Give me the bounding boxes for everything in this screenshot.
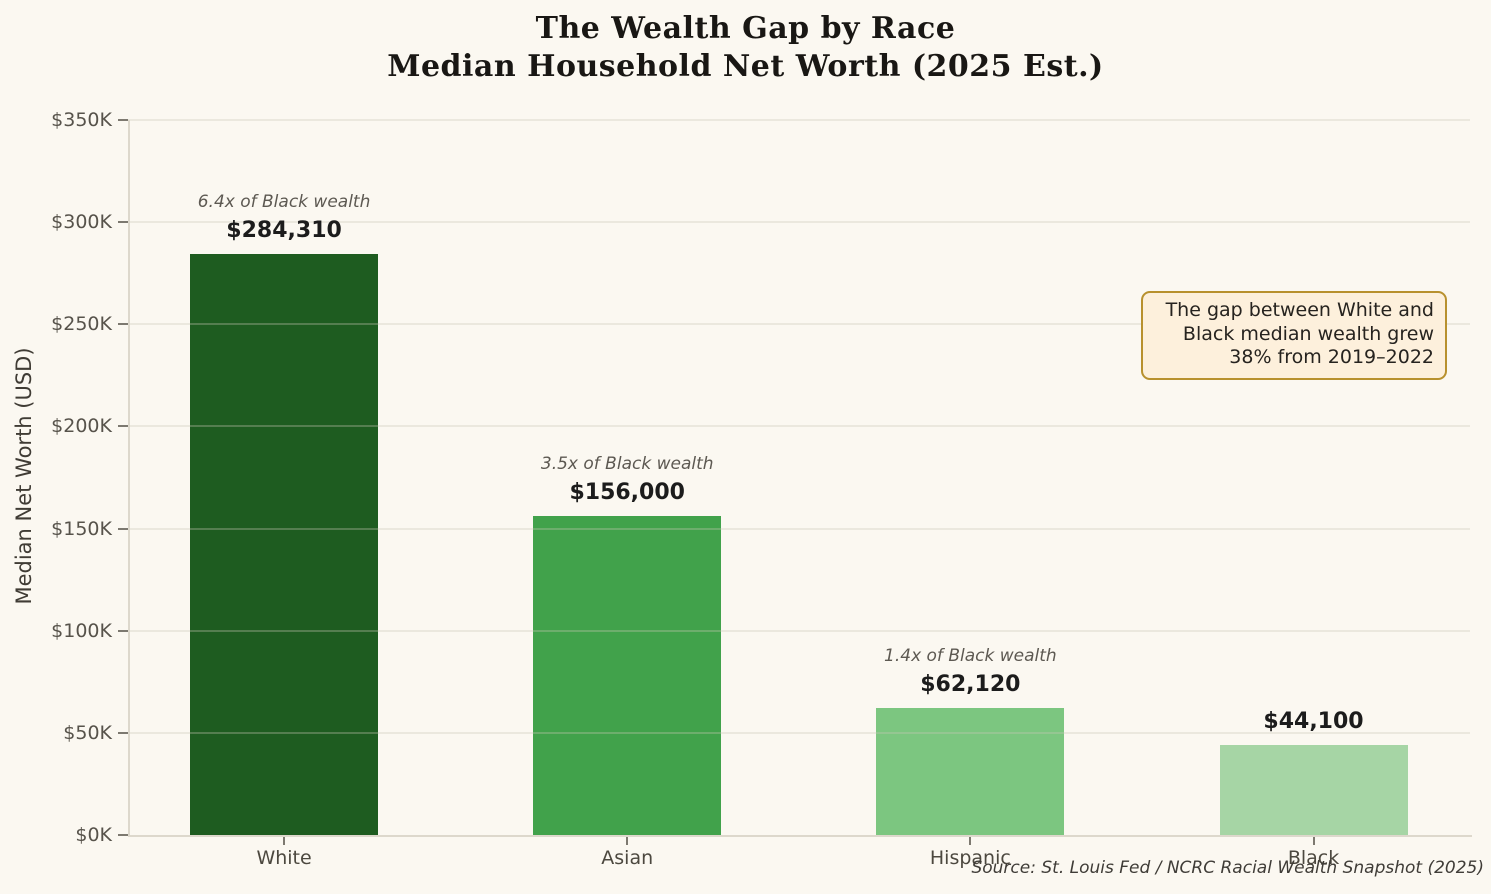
bar-multiplier-label-hispanic: 1.4x of Black wealth (884, 646, 1057, 667)
bar-value-label-asian: $156,000 (569, 480, 685, 506)
x-tick-label-hispanic: Hispanic (929, 847, 1011, 869)
x-axis-spine (128, 835, 1472, 837)
y-tick-label-$150K: $150K (51, 517, 112, 540)
chart-title-line2: Median Household Net Worth (2025 Est.) (387, 49, 1104, 84)
annotation-callout: The gap between White and Black median w… (1141, 291, 1447, 380)
x-tick-mark-black (1312, 836, 1315, 845)
gridline-$150K (128, 527, 1470, 530)
bar-asian (533, 516, 722, 835)
chart-title: The Wealth Gap by Race Median Household … (0, 10, 1491, 86)
y-tick-mark-$250K (118, 323, 128, 326)
bar-black (1219, 744, 1408, 835)
x-tick-mark-hispanic (969, 836, 972, 845)
bar-multiplier-label-white: 6.4x of Black wealth (197, 192, 371, 213)
y-tick-mark-$150K (118, 527, 128, 530)
gridline-$350K (128, 119, 1470, 121)
y-tick-label-$250K: $250K (51, 313, 112, 336)
x-tick-mark-asian (626, 836, 629, 845)
y-axis-spine (128, 120, 130, 837)
y-tick-label-$100K: $100K (51, 619, 112, 642)
y-tick-mark-$300K (118, 221, 128, 224)
y-tick-mark-$200K (118, 425, 128, 428)
bar-white (190, 254, 379, 835)
x-tick-label-black: Black (1287, 847, 1340, 869)
y-tick-label-$0K: $0K (75, 824, 112, 846)
chart-title-line1: The Wealth Gap by Race (535, 11, 956, 46)
y-tick-mark-$100K (118, 629, 128, 632)
source-note: Source: St. Louis Fed / NCRC Racial Weal… (971, 858, 1484, 878)
bar-value-label-black: $44,100 (1263, 708, 1364, 734)
gridline-$250K (128, 323, 1470, 326)
x-tick-label-asian: Asian (601, 847, 654, 869)
y-tick-mark-$350K (118, 119, 128, 121)
x-tick-mark-white (283, 836, 286, 845)
bar-multiplier-label-asian: 3.5x of Black wealth (540, 454, 714, 475)
bar-hispanic (876, 708, 1065, 835)
y-tick-label-$50K: $50K (63, 721, 112, 744)
gridline-$50K (128, 731, 1470, 734)
y-tick-mark-$50K (118, 731, 128, 734)
x-tick-label-white: White (256, 847, 312, 869)
y-tick-label-$200K: $200K (51, 415, 112, 438)
gridline-$300K (128, 221, 1470, 224)
bar-value-label-white: $284,310 (226, 218, 342, 244)
bar-value-label-hispanic: $62,120 (920, 672, 1021, 698)
y-tick-mark-$0K (118, 834, 128, 836)
y-tick-label-$300K: $300K (51, 211, 112, 234)
gridline-$100K (128, 629, 1470, 632)
gridline-$200K (128, 425, 1470, 428)
y-tick-label-$350K: $350K (51, 109, 112, 131)
